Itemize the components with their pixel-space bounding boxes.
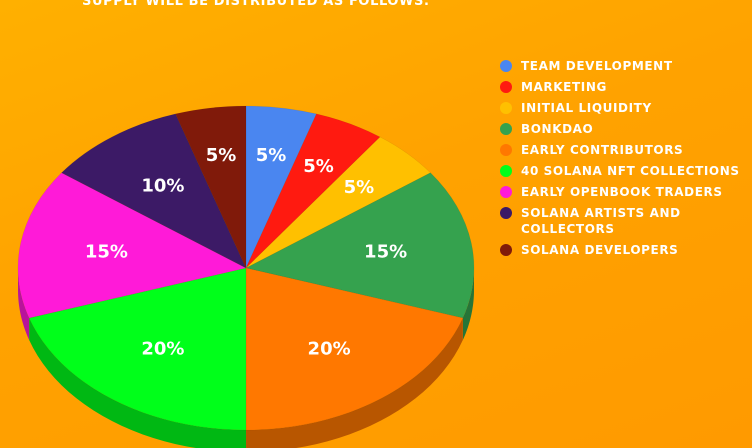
- legend-color-dot: [500, 102, 512, 114]
- pie-slice-5: [28, 267, 247, 431]
- pie-side-6: [18, 268, 30, 341]
- pie-label-7: 10%: [141, 176, 184, 197]
- pie-label-6: 15%: [85, 241, 128, 262]
- pie-slice-0: [245, 105, 317, 269]
- legend-item: INITIAL LIQUIDITY: [500, 100, 748, 116]
- pie-label-0: 5%: [256, 145, 287, 166]
- pie-slice-1: [245, 113, 381, 269]
- pie-label-1: 5%: [303, 156, 334, 177]
- header-text: SUPPLY WILL BE DISTRIBUTED AS FOLLOWS:: [82, 0, 430, 9]
- legend-label: INITIAL LIQUIDITY: [521, 101, 652, 115]
- pie-slice-8: [175, 105, 247, 269]
- legend-label: BONKDAO: [521, 122, 594, 136]
- legend-item: SOLANA DEVELOPERS: [500, 242, 748, 258]
- legend-color-dot: [500, 81, 512, 93]
- legend-color-dot: [500, 60, 512, 72]
- pie-slice-4: [245, 267, 464, 431]
- chart-legend: TEAM DEVELOPMENT MARKETING INITIAL LIQUIDI…: [500, 58, 748, 263]
- legend-label: TEAM DEVELOPMENT: [521, 59, 673, 73]
- legend-color-dot: [500, 123, 512, 135]
- legend-item: EARLY CONTRIBUTORS: [500, 142, 748, 158]
- pie-side-3: [462, 268, 474, 341]
- pie-label-4: 20%: [308, 338, 351, 359]
- legend-item: SOLANA ARTISTS AND COLLECTORS: [500, 205, 748, 237]
- legend-label: EARLY CONTRIBUTORS: [521, 143, 684, 157]
- legend-color-dot: [500, 165, 512, 177]
- legend-item: 40 SOLANA NFT COLLECTIONS: [500, 163, 748, 179]
- legend-label: SOLANA ARTISTS AND COLLECTORS: [521, 206, 681, 236]
- pie-slice-6: [17, 172, 247, 319]
- pie-label-3: 15%: [364, 241, 407, 262]
- pie-slice-2: [245, 136, 431, 269]
- legend-color-dot: [500, 244, 512, 256]
- legend-color-dot: [500, 144, 512, 156]
- pie-label-2: 5%: [344, 177, 375, 198]
- pie-slice-3: [245, 172, 475, 319]
- legend-item: EARLY OPENBOOK TRADERS: [500, 184, 748, 200]
- legend-item: TEAM DEVELOPMENT: [500, 58, 748, 74]
- pie-label-5: 20%: [141, 338, 184, 359]
- legend-item: MARKETING: [500, 79, 748, 95]
- legend-label: 40 SOLANA NFT COLLECTIONS: [521, 164, 740, 178]
- legend-label: MARKETING: [521, 80, 607, 94]
- legend-label: SOLANA DEVELOPERS: [521, 243, 679, 257]
- legend-label: EARLY OPENBOOK TRADERS: [521, 185, 723, 199]
- pie-slice-7: [61, 113, 247, 269]
- pie-side-4: [246, 318, 463, 448]
- legend-color-dot: [500, 186, 512, 198]
- pie-side-5: [29, 318, 246, 448]
- legend-color-dot: [500, 207, 512, 219]
- legend-item: BONKDAO: [500, 121, 748, 137]
- pie-label-8: 5%: [206, 145, 237, 166]
